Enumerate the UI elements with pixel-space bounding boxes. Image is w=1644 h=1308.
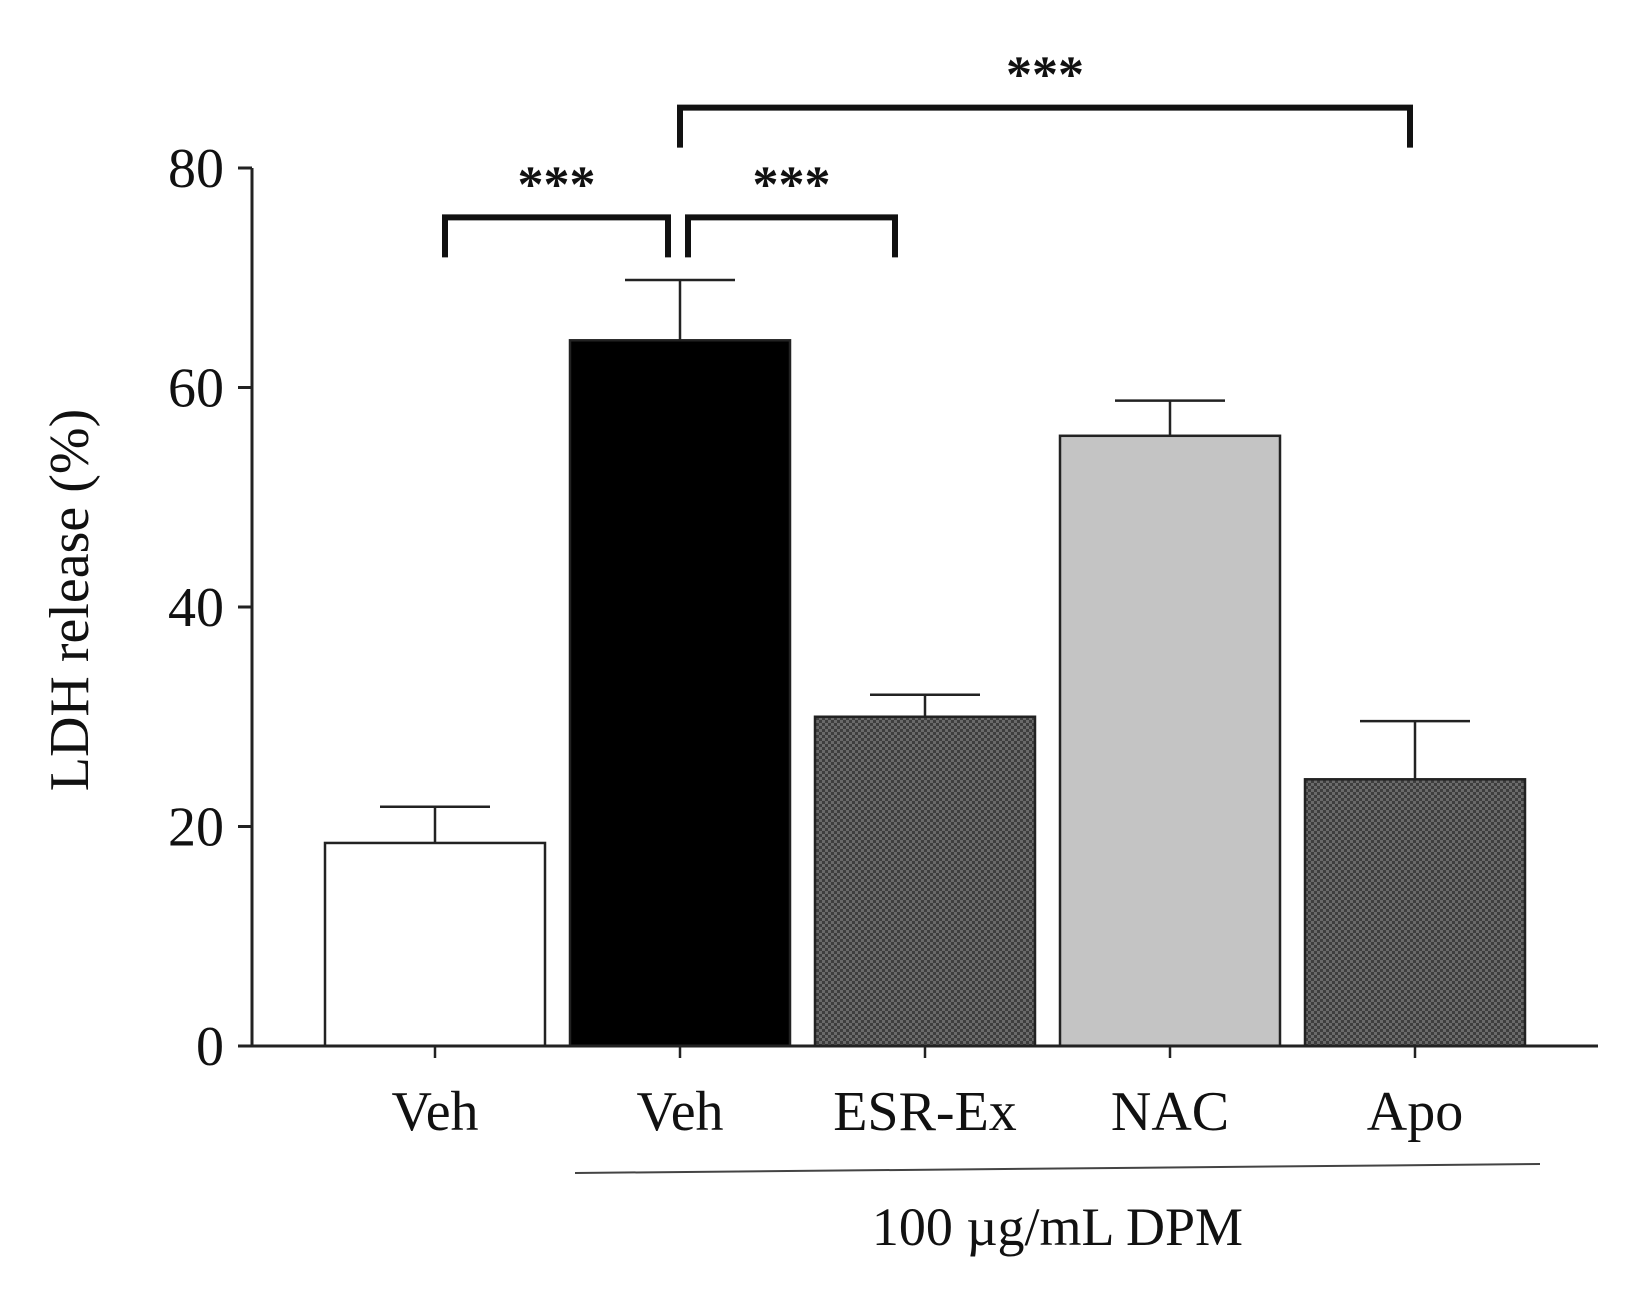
bar-veh <box>568 339 792 1048</box>
y-tick-label: 60 <box>168 358 224 420</box>
y-tick-label: 80 <box>168 138 224 200</box>
group-label: 100 µg/mL DPM <box>872 1197 1243 1257</box>
significance-label: *** <box>518 156 596 213</box>
x-category-label: NAC <box>1111 1081 1229 1143</box>
y-tick-label: 0 <box>196 1016 224 1078</box>
group-underline <box>574 1163 1541 1174</box>
significance-bracket <box>685 214 898 258</box>
x-category-label: Veh <box>636 1081 723 1143</box>
x-category-label: Apo <box>1367 1081 1463 1143</box>
bar-nac <box>1058 434 1282 1048</box>
y-tick-label: 20 <box>168 797 224 859</box>
significance-bracket <box>442 214 671 258</box>
y-tick-label: 40 <box>168 577 224 639</box>
x-category-label: ESR-Ex <box>833 1081 1017 1143</box>
bar-veh <box>323 841 547 1048</box>
significance-bracket <box>677 104 1413 148</box>
y-axis-label: LDH release (%) <box>39 409 101 791</box>
significance-label: *** <box>753 156 831 213</box>
x-category-label: Veh <box>391 1081 478 1143</box>
bar-apo <box>1303 778 1527 1048</box>
bar-esr-ex <box>813 715 1037 1048</box>
significance-label: *** <box>1006 47 1084 104</box>
